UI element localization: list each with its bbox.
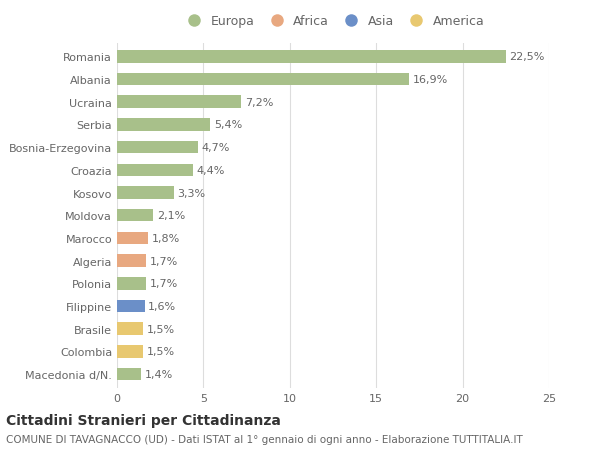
Text: 1,8%: 1,8% — [152, 233, 180, 243]
Bar — [117, 209, 153, 222]
Text: 5,4%: 5,4% — [214, 120, 242, 130]
Bar — [117, 141, 198, 154]
Text: 22,5%: 22,5% — [509, 52, 545, 62]
Text: 1,4%: 1,4% — [145, 369, 173, 379]
Bar — [117, 51, 506, 63]
Text: Cittadini Stranieri per Cittadinanza: Cittadini Stranieri per Cittadinanza — [6, 413, 281, 427]
Text: 1,7%: 1,7% — [150, 279, 178, 289]
Bar — [117, 323, 143, 335]
Text: 1,5%: 1,5% — [146, 347, 175, 357]
Text: 1,6%: 1,6% — [148, 301, 176, 311]
Bar — [117, 255, 146, 267]
Text: 1,5%: 1,5% — [146, 324, 175, 334]
Bar — [117, 164, 193, 177]
Text: 4,4%: 4,4% — [196, 165, 225, 175]
Text: 2,1%: 2,1% — [157, 211, 185, 221]
Text: 4,7%: 4,7% — [202, 143, 230, 153]
Text: COMUNE DI TAVAGNACCO (UD) - Dati ISTAT al 1° gennaio di ogni anno - Elaborazione: COMUNE DI TAVAGNACCO (UD) - Dati ISTAT a… — [6, 434, 523, 444]
Bar — [117, 277, 146, 290]
Bar — [117, 73, 409, 86]
Bar — [117, 300, 145, 313]
Bar — [117, 119, 211, 131]
Bar — [117, 232, 148, 245]
Legend: Europa, Africa, Asia, America: Europa, Africa, Asia, America — [182, 16, 484, 28]
Text: 3,3%: 3,3% — [178, 188, 206, 198]
Text: 1,7%: 1,7% — [150, 256, 178, 266]
Bar — [117, 345, 143, 358]
Text: 16,9%: 16,9% — [412, 75, 448, 85]
Text: 7,2%: 7,2% — [245, 97, 273, 107]
Bar — [117, 368, 141, 381]
Bar — [117, 187, 174, 199]
Bar — [117, 96, 241, 109]
